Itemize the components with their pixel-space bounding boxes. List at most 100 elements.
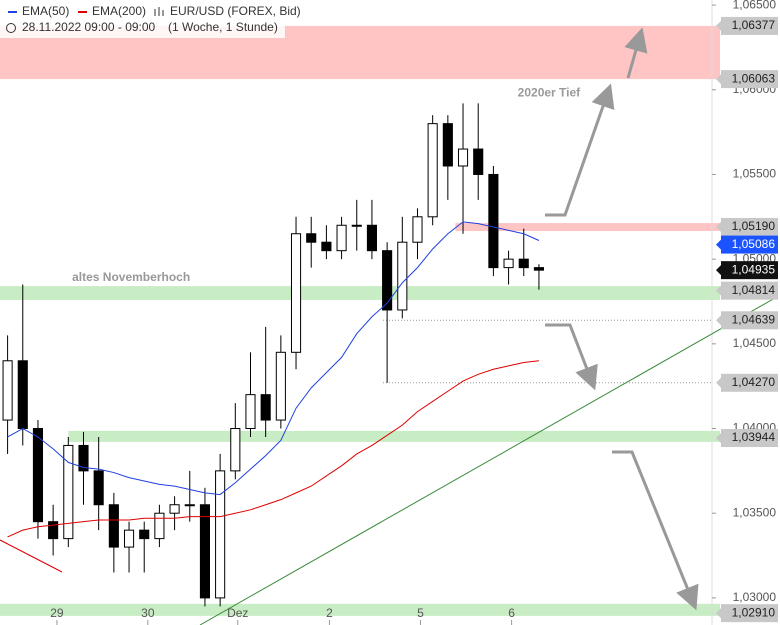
x-tick-label: 30	[141, 606, 155, 620]
candle-body	[412, 216, 423, 243]
level-pointer	[716, 284, 722, 297]
candle-body	[457, 148, 469, 167]
ema-line	[7, 360, 539, 538]
level-box	[721, 16, 778, 35]
candle-body	[366, 224, 377, 252]
instrument: EUR/USD (FOREX, Bid)	[170, 4, 301, 18]
candle-body	[2, 360, 13, 421]
candle-body	[306, 233, 317, 243]
zone	[455, 223, 720, 232]
ema-line	[7, 221, 540, 496]
candle-body	[123, 529, 135, 548]
candle-body	[473, 148, 484, 175]
level-box	[721, 281, 778, 300]
candle-body	[260, 394, 271, 421]
level-label: 1,05086	[732, 237, 776, 251]
trend-line	[199, 297, 776, 625]
annotation: altes Novemberhoch	[72, 270, 190, 284]
level-box	[721, 217, 778, 236]
candle-body	[230, 428, 241, 472]
header: EMA(50) EMA(200) EUR/USD (FOREX, Bid) 28…	[0, 0, 301, 38]
candle-body	[488, 173, 499, 269]
candle-body	[139, 529, 150, 540]
y-tick-label: 1,03000	[733, 590, 777, 604]
arrow	[545, 83, 615, 217]
level-box	[721, 235, 778, 254]
level-label: 1,04639	[732, 312, 776, 326]
level-label: 1,03944	[732, 430, 776, 444]
candle-body	[442, 123, 453, 167]
candle-body	[321, 241, 332, 252]
clock-icon	[6, 23, 16, 33]
x-tick-label: 2	[326, 606, 333, 620]
y-tick-label: 1,04500	[733, 336, 777, 350]
x-tick-label: 29	[50, 606, 64, 620]
level-label: 1,06063	[732, 71, 776, 85]
candle-body	[108, 504, 119, 548]
level-label: 1,05190	[732, 219, 776, 233]
candle-body	[48, 521, 59, 540]
level-box	[721, 261, 778, 280]
zone	[0, 286, 720, 300]
arrows	[545, 27, 699, 611]
candle-body	[215, 470, 226, 599]
candle-body	[154, 512, 165, 540]
x-tick-label: 5	[417, 606, 424, 620]
level-label: 1,04270	[732, 375, 776, 389]
level-pointer	[716, 238, 722, 251]
level-label: 1,04814	[732, 283, 776, 297]
level-pointer	[716, 376, 722, 389]
level-pointer	[716, 73, 722, 86]
candle-body	[184, 504, 195, 507]
ema-fragment	[0, 539, 63, 573]
level-label: 1,02910	[732, 605, 776, 619]
arrow	[624, 27, 648, 79]
level-pointer	[716, 314, 722, 327]
bar-icon	[154, 7, 164, 16]
candle-body	[351, 224, 362, 227]
candle-body	[17, 360, 28, 430]
candle-body	[78, 444, 89, 472]
legend-label: EMA(50)	[22, 4, 69, 18]
zones	[0, 25, 721, 616]
x-tick-label: 6	[508, 606, 515, 620]
annotation: 2020er Tief	[518, 85, 581, 99]
plot	[2, 103, 544, 607]
zone	[68, 430, 721, 442]
candle-body	[533, 267, 544, 271]
level-box	[721, 604, 778, 623]
header-bg	[0, 0, 285, 38]
level-pointer	[716, 19, 722, 32]
y-tick-label: 1,06500	[733, 0, 777, 11]
level-box	[721, 373, 778, 392]
candle-body	[199, 504, 211, 599]
candle-body	[290, 233, 302, 353]
candle-body	[63, 444, 74, 540]
level-pointer	[716, 264, 722, 277]
arrow	[612, 450, 699, 611]
interval: (1 Woche, 1 Stunde)	[168, 20, 278, 34]
candle-body	[382, 250, 393, 311]
x-tick-label: Dez	[227, 606, 248, 620]
candle-body	[427, 123, 438, 218]
candle-body	[275, 351, 286, 421]
candle-body	[93, 470, 104, 506]
level-box	[721, 311, 778, 330]
candle-body	[336, 224, 347, 252]
candle-body	[245, 394, 256, 430]
zone	[0, 603, 720, 616]
level-pointer	[716, 607, 722, 620]
level-box	[721, 429, 778, 448]
level-label: 1,06377	[732, 18, 776, 32]
level-labels: 1,06377 1,06063 1,05190 1,05086 1,04935 1,048…	[716, 16, 778, 623]
level-pointer	[716, 432, 722, 445]
candle-body	[503, 258, 514, 269]
candle-body	[169, 504, 180, 514]
period: 28.11.2022 09:00 - 09:00	[22, 20, 156, 34]
level-box	[721, 70, 778, 89]
candle-body	[397, 241, 408, 311]
y-tick-label: 1,03500	[733, 505, 777, 519]
legend-label: EMA(200)	[92, 4, 146, 18]
